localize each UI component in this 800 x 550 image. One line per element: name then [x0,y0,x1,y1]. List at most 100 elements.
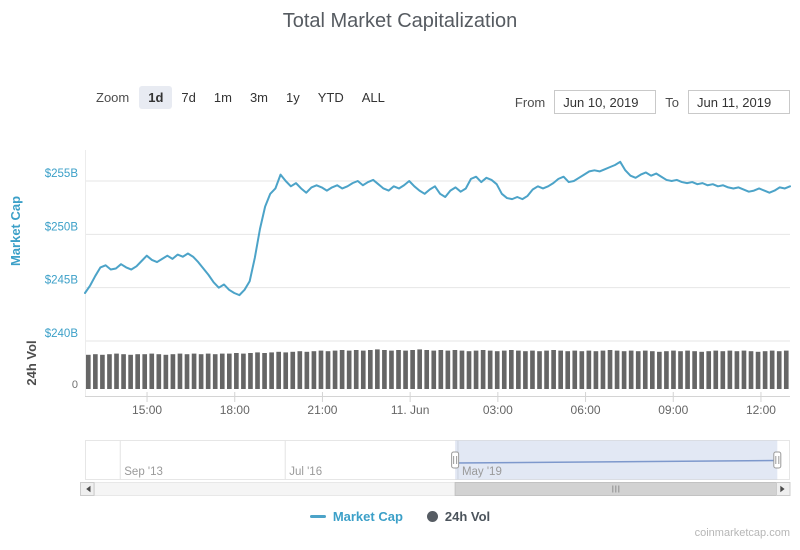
volume-bar [649,351,655,389]
to-date-input[interactable] [688,90,790,114]
volume-bar [107,354,112,389]
volume-bar [135,354,140,389]
navigator-track[interactable] [85,440,790,480]
volume-bar [755,351,761,389]
volume-bar [424,350,430,389]
market-cap-line-marker-icon [309,515,326,518]
navigator-selected-range[interactable] [455,440,778,480]
zoom-button-3m[interactable]: 3m [249,90,268,105]
volume-bar [699,351,704,389]
volume-bar [572,350,578,389]
legend-item-24h-vol[interactable]: 24h Vol [426,509,490,524]
navigator-handle-right[interactable] [773,451,782,469]
volume-bar [473,350,479,389]
x-axis-tick-label: 03:00 [483,403,513,417]
volume-bar [452,350,458,389]
zoom-button-1m[interactable]: 1m [213,90,232,105]
volume-bar [544,350,549,389]
volume-bar [311,351,317,389]
volume-bar [657,351,662,389]
volume-bar [438,350,444,389]
legend-item-market-cap[interactable]: Market Cap [309,509,403,524]
volume-bar [93,354,98,389]
navigator-handle-left[interactable] [451,451,460,469]
volume-bar [212,354,218,389]
volume-circle-marker-icon [426,511,438,522]
volume-bar [685,350,690,389]
volume-bar [558,350,563,389]
navigator-tick-label: Sep '13 [124,466,163,478]
volume-bar [226,353,232,389]
volume-bar [741,350,747,389]
volume-bar [191,353,197,389]
zoom-button-1d[interactable]: 1d [139,86,173,109]
zoom-button-7d[interactable]: 7d [181,90,196,105]
zoom-button-ytd[interactable]: YTD [317,90,344,105]
volume-bar [332,350,338,389]
volume-bar [255,352,260,389]
market-cap-line-series [84,160,791,297]
x-axis-tick-label: 09:00 [658,403,688,417]
volume-bar [671,350,676,389]
volume-bar [642,350,648,389]
volume-bar [459,350,465,389]
volume-bar [678,351,683,389]
y-axis-tick-label: $255B [45,168,79,180]
date-range-inputs: From To [506,90,790,114]
volume-bar [149,353,155,389]
zoom-button-1y[interactable]: 1y [286,90,300,105]
volume-bar [720,351,726,389]
volume-bar [501,350,507,389]
y-axis-tick-label: $250B [45,221,79,233]
volume-bar [762,351,768,389]
volume-bar [325,351,331,389]
volume-bar [523,351,528,389]
page-title: Total Market Capitalization [282,10,518,32]
volume-bar [494,351,500,389]
volume-bar [776,351,782,389]
volume-bar [382,350,387,389]
scrollbar-right-arrow-icon [780,485,785,493]
volume-bar [297,351,303,389]
volume-bar [163,354,169,389]
volume-bar [85,354,91,389]
from-date-input[interactable] [554,90,657,114]
y-axis-tick-label: $240B [45,328,79,340]
scrollbar-left-arrow-icon [86,485,91,493]
volume-bar [276,351,281,389]
zoom-button-all[interactable]: ALL [361,90,385,105]
volume-bar [734,351,740,389]
from-label: From [514,94,546,110]
volume-bar [389,350,394,389]
chart-legend: Market Cap 24h Vol [0,509,800,524]
volume-bar [607,350,613,389]
volume-bar [114,353,119,389]
volume-bar [142,354,148,389]
volume-bar [177,353,183,389]
volume-axis-title: 24h Vol [24,340,39,385]
volume-bar [121,354,126,389]
volume-bar [290,351,296,389]
zoom-label: Zoom [96,90,130,105]
volume-bar [713,350,719,389]
x-axis-tick-label: 06:00 [571,403,601,417]
volume-bar [375,349,380,389]
volume-bar [100,354,105,389]
volume-bar [346,350,352,389]
volume-bar [396,350,401,389]
volume-bar [353,350,359,389]
volume-bar [360,350,366,389]
volume-bar [480,350,486,389]
volume-bar [614,350,620,389]
volume-bar [304,351,310,389]
x-axis-tick-label: 18:00 [220,403,250,417]
volume-bar [516,350,521,389]
volume-bar [487,350,493,389]
volume-bar [466,351,472,389]
navigator-tick-label: Jul '16 [289,466,322,478]
volume-bar [234,353,239,389]
x-axis-tick-label: 15:00 [132,403,162,417]
market-cap-axis-title: Market Cap [8,196,23,266]
